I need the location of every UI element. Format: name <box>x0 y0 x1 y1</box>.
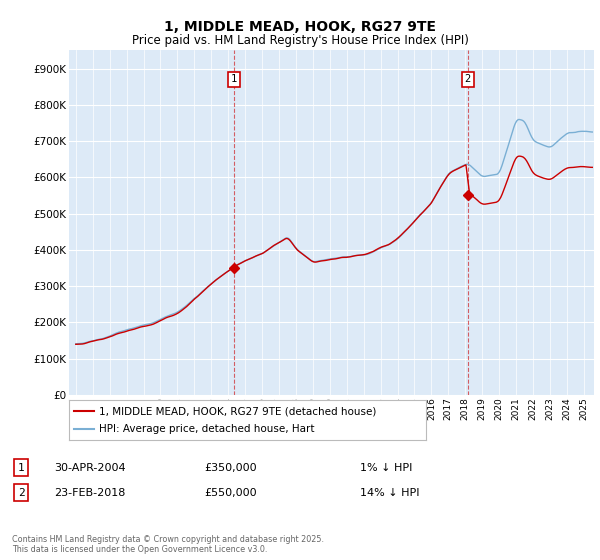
Text: Price paid vs. HM Land Registry's House Price Index (HPI): Price paid vs. HM Land Registry's House … <box>131 34 469 46</box>
Text: 2: 2 <box>465 74 471 85</box>
Text: £550,000: £550,000 <box>204 488 257 498</box>
Text: 1% ↓ HPI: 1% ↓ HPI <box>360 463 412 473</box>
Text: 14% ↓ HPI: 14% ↓ HPI <box>360 488 419 498</box>
Text: 30-APR-2004: 30-APR-2004 <box>54 463 125 473</box>
Text: Contains HM Land Registry data © Crown copyright and database right 2025.
This d: Contains HM Land Registry data © Crown c… <box>12 535 324 554</box>
Text: £350,000: £350,000 <box>204 463 257 473</box>
Text: HPI: Average price, detached house, Hart: HPI: Average price, detached house, Hart <box>100 423 315 433</box>
Text: 23-FEB-2018: 23-FEB-2018 <box>54 488 125 498</box>
Text: 1: 1 <box>230 74 237 85</box>
Text: 1: 1 <box>17 463 25 473</box>
Text: 1, MIDDLE MEAD, HOOK, RG27 9TE: 1, MIDDLE MEAD, HOOK, RG27 9TE <box>164 20 436 34</box>
Text: 1, MIDDLE MEAD, HOOK, RG27 9TE (detached house): 1, MIDDLE MEAD, HOOK, RG27 9TE (detached… <box>100 407 377 417</box>
Text: 2: 2 <box>17 488 25 498</box>
